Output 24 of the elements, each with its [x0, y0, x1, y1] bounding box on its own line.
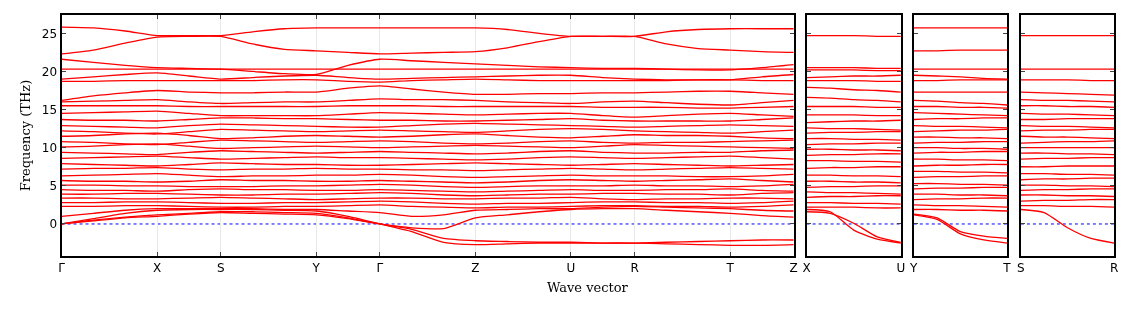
x-tick-label: X	[802, 261, 811, 276]
y-tick-label: 10	[41, 140, 58, 155]
x-tick-label: S	[1017, 261, 1025, 276]
x-tick-label: Z	[789, 261, 798, 276]
x-tick-label: T	[725, 261, 735, 276]
x-tick-label: Γ	[58, 261, 66, 276]
x-axis-title: Wave vector	[547, 280, 629, 295]
x-tick-label: Y	[311, 261, 321, 276]
x-tick-label: Y	[909, 261, 919, 276]
y-tick-label: 15	[41, 102, 58, 117]
y-tick-label: 20	[41, 64, 58, 79]
x-tick-label: Z	[471, 261, 480, 276]
x-tick-label: S	[216, 261, 225, 276]
x-tick-label: Γ	[376, 261, 384, 276]
y-tick-label: 25	[41, 26, 58, 41]
x-tick-label: R	[1110, 261, 1119, 276]
x-tick-label: R	[630, 261, 639, 276]
y-axis-title: Frequency (THz)	[18, 79, 34, 192]
x-tick-label: T	[1002, 261, 1012, 276]
x-tick-label: U	[566, 261, 576, 276]
x-tick-label: U	[896, 261, 906, 276]
y-tick-label: 0	[49, 217, 58, 232]
y-tick-label: 5	[49, 179, 58, 194]
x-tick-label: X	[152, 261, 162, 276]
